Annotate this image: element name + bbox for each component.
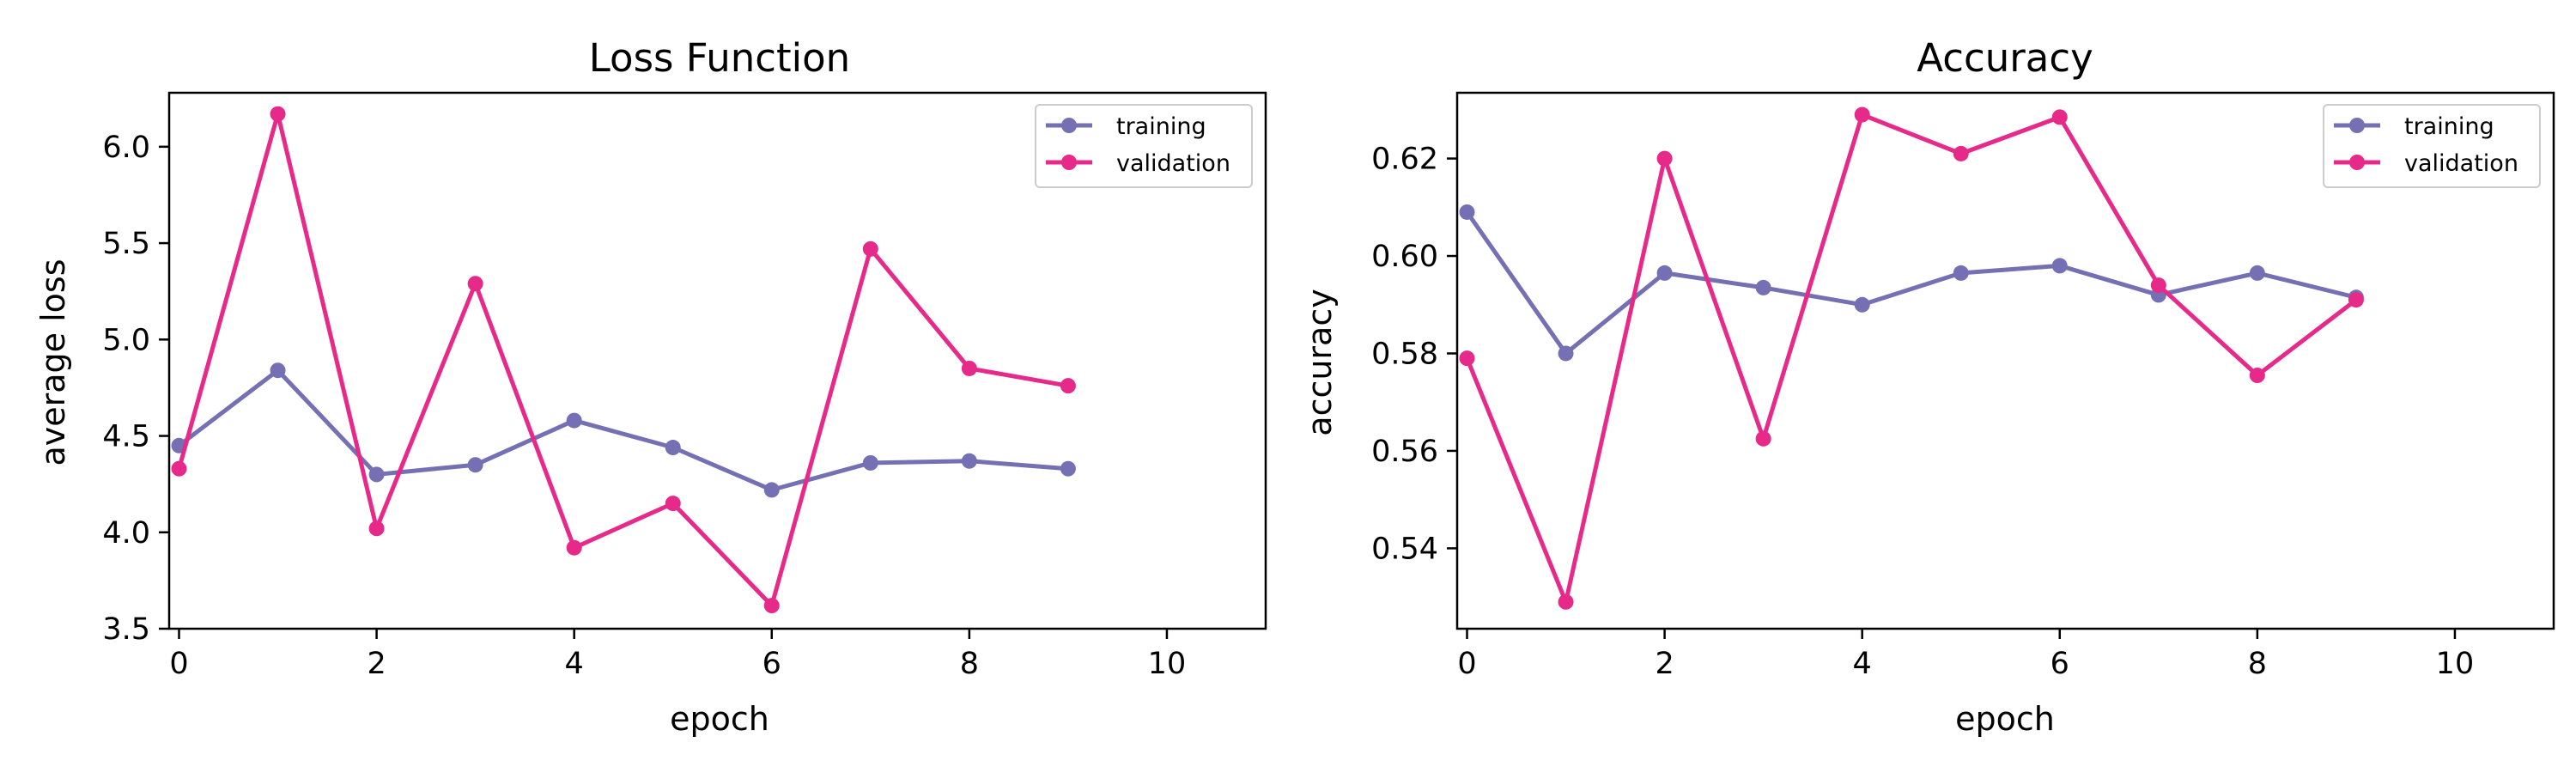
chart-title: Loss Function xyxy=(589,35,850,81)
legend: training validation xyxy=(1035,104,1253,188)
data-point-training xyxy=(665,440,681,456)
data-point-validation xyxy=(1558,593,1574,610)
data-point-validation xyxy=(2150,277,2166,294)
data-point-training xyxy=(566,412,582,429)
x-tick-label: 6 xyxy=(762,647,781,681)
data-point-validation xyxy=(1459,350,1475,367)
data-point-validation xyxy=(270,106,286,122)
data-point-training xyxy=(2249,265,2265,281)
x-ticks: 0 2 4 6 8 10 xyxy=(1457,629,2474,681)
data-point-training xyxy=(1854,296,1870,313)
data-point-validation xyxy=(1953,145,1969,161)
series-line-validation xyxy=(1465,113,2358,605)
data-point-validation xyxy=(1755,430,1771,447)
y-tick-label: 6.0 xyxy=(102,131,150,165)
data-point-training xyxy=(2051,258,2068,274)
x-tick-label: 4 xyxy=(1853,647,1872,681)
data-point-training xyxy=(1459,204,1475,220)
data-point-training xyxy=(1558,345,1574,362)
plot-lines xyxy=(171,106,1076,614)
legend-marker-training xyxy=(2349,118,2365,133)
y-ticks: 3.5 4.0 4.5 5.0 5.5 6.0 xyxy=(102,131,169,647)
y-tick-label: 0.56 xyxy=(1371,435,1438,469)
y-tick-label: 0.58 xyxy=(1371,337,1438,371)
data-point-training xyxy=(763,482,780,498)
data-point-validation xyxy=(1854,107,1870,123)
data-point-training xyxy=(1060,460,1076,477)
series-line-validation xyxy=(177,112,1069,608)
chart-title: Accuracy xyxy=(1917,35,2093,81)
data-point-validation xyxy=(368,520,385,537)
x-tick-label: 4 xyxy=(565,647,584,681)
data-point-validation xyxy=(171,460,187,477)
data-point-validation xyxy=(961,360,977,376)
data-point-validation xyxy=(2348,292,2364,308)
y-tick-label: 0.60 xyxy=(1371,240,1438,274)
legend-marker-validation xyxy=(2349,155,2365,170)
data-point-validation xyxy=(862,240,878,257)
x-tick-label: 2 xyxy=(367,647,386,681)
data-point-validation xyxy=(1060,378,1076,394)
chart-loss: Loss Function epoch average loss 0 2 4 6 8 10… xyxy=(34,35,1267,738)
data-point-training xyxy=(1656,265,1673,281)
y-ticks: 0.54 0.56 0.58 0.60 0.62 xyxy=(1371,143,1457,566)
data-point-validation xyxy=(2051,109,2068,125)
data-point-training xyxy=(1953,265,1969,281)
plot-frame xyxy=(167,91,1267,630)
data-point-training xyxy=(961,453,977,469)
data-point-validation xyxy=(467,276,483,292)
legend-label-training: training xyxy=(1116,113,1206,140)
y-axis-label: average loss xyxy=(34,259,72,466)
y-axis-label: accuracy xyxy=(1301,289,1339,435)
x-tick-label: 10 xyxy=(1148,647,1187,681)
chart-accuracy: Accuracy epoch accuracy 0 2 4 6 8 10 0.54 0.56… xyxy=(1301,35,2555,738)
data-point-validation xyxy=(763,598,780,614)
x-axis-label: epoch xyxy=(670,700,769,738)
legend-label-validation: validation xyxy=(1116,150,1230,177)
y-tick-label: 3.5 xyxy=(102,612,150,647)
data-point-training xyxy=(270,362,286,379)
plot-lines xyxy=(1459,107,2364,610)
data-point-training xyxy=(1755,279,1771,295)
y-tick-label: 4.5 xyxy=(102,420,150,454)
legend-label-training: training xyxy=(2404,113,2494,140)
y-tick-label: 0.62 xyxy=(1371,143,1438,177)
series-line-training xyxy=(177,368,1069,492)
x-tick-label: 0 xyxy=(1457,647,1476,681)
data-point-validation xyxy=(2249,368,2265,384)
y-tick-label: 5.0 xyxy=(102,323,150,357)
x-tick-label: 0 xyxy=(169,647,188,681)
legend-marker-training xyxy=(1061,118,1077,133)
data-point-training xyxy=(862,454,878,471)
data-point-training xyxy=(467,457,483,473)
legend-label-validation: validation xyxy=(2404,150,2518,177)
y-tick-label: 0.54 xyxy=(1371,532,1438,566)
x-tick-label: 2 xyxy=(1655,647,1674,681)
x-tick-label: 8 xyxy=(960,647,979,681)
x-tick-label: 10 xyxy=(2436,647,2475,681)
x-tick-label: 6 xyxy=(2050,647,2069,681)
y-tick-label: 4.0 xyxy=(102,516,150,551)
data-point-validation xyxy=(566,539,582,556)
x-tick-label: 8 xyxy=(2248,647,2267,681)
plot-frame xyxy=(1455,91,2555,630)
legend-marker-validation xyxy=(1061,155,1077,170)
data-point-training xyxy=(368,466,385,483)
data-point-validation xyxy=(1656,150,1673,167)
y-tick-label: 5.5 xyxy=(102,227,150,261)
x-ticks: 0 2 4 6 8 10 xyxy=(169,629,1186,681)
legend: training validation xyxy=(2323,104,2541,188)
data-point-validation xyxy=(665,496,681,512)
x-axis-label: epoch xyxy=(1955,700,2055,738)
series-line-training xyxy=(1465,210,2357,356)
